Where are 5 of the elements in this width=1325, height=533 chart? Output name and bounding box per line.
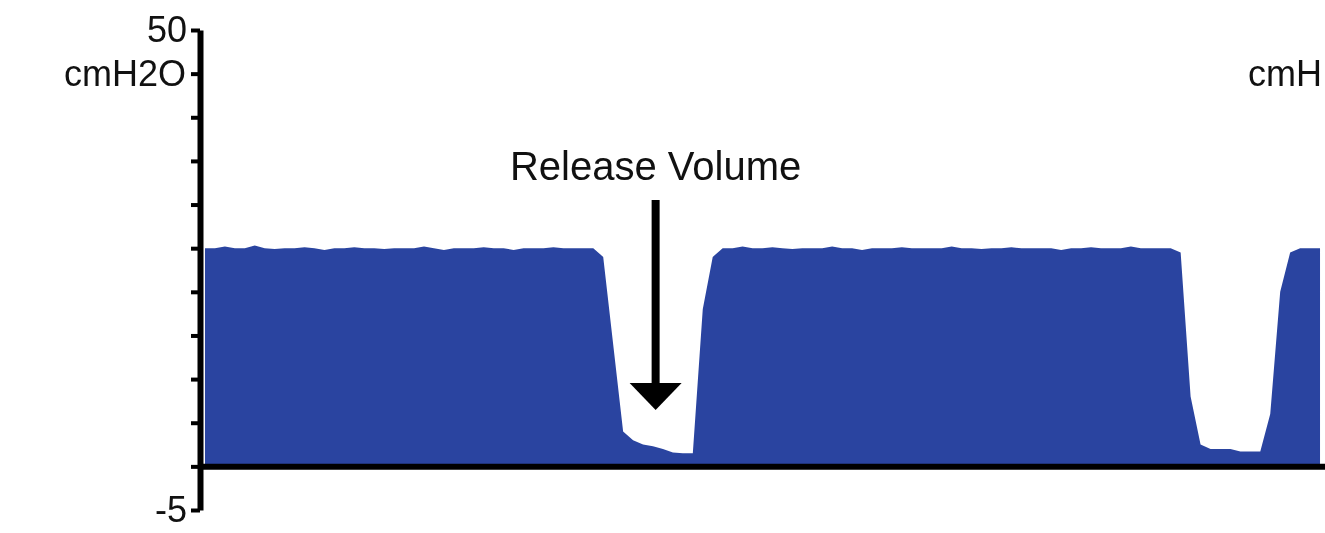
annotation: cmH bbox=[1248, 53, 1322, 95]
annotation: Release Volume bbox=[509, 144, 802, 188]
y-tick-label: -5 bbox=[154, 489, 187, 531]
y-tick-label: 50 bbox=[146, 9, 187, 51]
y-axis-title: cmH2O bbox=[63, 53, 186, 95]
